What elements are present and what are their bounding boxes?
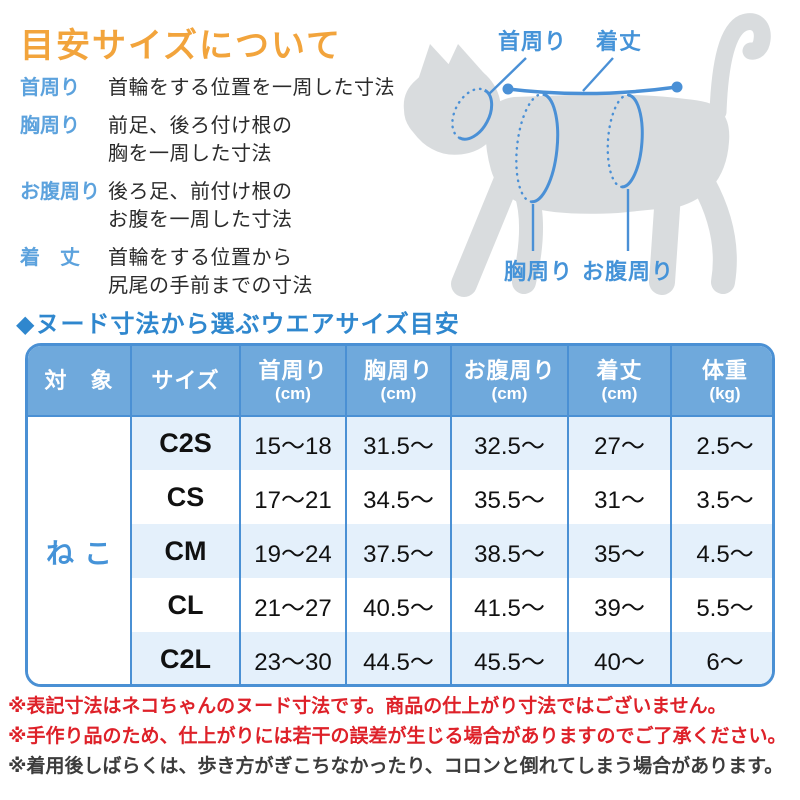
neck-girth-ellipse [451, 87, 494, 141]
col-header-target: 対 象 [28, 346, 131, 417]
belly-girth-ellipse [606, 93, 644, 189]
size-table-heading: ◆ヌード寸法から選ぶウエアサイズ目安 [16, 311, 460, 338]
col-header-size: サイズ [130, 346, 240, 417]
cat-measurement-diagram: 首周り 着丈 胸周り お腹周り [400, 0, 800, 300]
value-cell: 3.5〜 [670, 470, 772, 524]
value-cell: 40〜 [567, 632, 671, 684]
size-cell: CS [130, 470, 240, 524]
value-cell: 27〜 [567, 416, 671, 470]
definition-description: 首輪をする位置から 尻尾の手前までの寸法 [108, 247, 313, 297]
note-line: ※着用後しばらくは、歩き方がぎこちなかったり、コロンと倒れてしまう場合があります… [8, 756, 784, 777]
col-header-chest: 胸周り (cm) [345, 346, 451, 417]
size-cell: C2L [130, 632, 240, 684]
table-row: CL 21〜27 40.5〜 41.5〜 39〜 5.5〜 [28, 578, 772, 632]
figure-label-neck: 首周り [498, 29, 568, 54]
value-cell: 34.5〜 [345, 470, 451, 524]
value-cell: 17〜21 [239, 470, 346, 524]
value-cell: 5.5〜 [670, 578, 772, 632]
value-cell: 40.5〜 [345, 578, 451, 632]
table-row: ねこ C2S 15〜18 31.5〜 32.5〜 27〜 2.5〜 [28, 416, 772, 684]
figure-label-length: 着丈 [596, 29, 643, 54]
size-table: 対 象 サイズ 首周り (cm) 胸周り (cm) お腹周り (cm) [28, 346, 772, 684]
value-cell: 15〜18 [239, 416, 346, 470]
size-table-body: ねこ C2S 15〜18 31.5〜 32.5〜 27〜 2.5〜 CS 17〜21 34.5〜 3… [28, 416, 772, 684]
value-cell: 37.5〜 [345, 524, 451, 578]
value-cell: 31〜 [567, 470, 671, 524]
definition-neck: 首周り 首輪をする位置を一周した寸法 [20, 74, 410, 102]
back-length-line [507, 85, 678, 96]
definition-description: 首輪をする位置を一周した寸法 [108, 77, 395, 99]
size-cell: CM [130, 524, 240, 578]
cat-silhouette-icon [403, 13, 771, 297]
value-cell: 23〜30 [239, 632, 346, 684]
table-row: CM 19〜24 37.5〜 38.5〜 35〜 4.5〜 [28, 524, 772, 578]
value-cell: 21〜27 [239, 578, 346, 632]
value-cell: 45.5〜 [450, 632, 568, 684]
figure-label-chest: 胸周り [504, 259, 574, 284]
definition-label: 胸周り [20, 115, 80, 137]
size-table-wrapper: 対 象 サイズ 首周り (cm) 胸周り (cm) お腹周り (cm) [25, 343, 775, 687]
definition-label: 首周り [20, 77, 80, 99]
col-header-neck: 首周り (cm) [239, 346, 346, 417]
target-cell: ねこ [28, 416, 131, 684]
chest-girth-ellipse [515, 92, 560, 204]
footer-notes: ※表記寸法はネコちゃんのヌード寸法です。商品の仕上がり寸法ではございません。 ※… [8, 692, 798, 782]
definition-label: お腹周り [20, 181, 100, 203]
definition-description: 後ろ足、前付け根の お腹を一周した寸法 [108, 181, 293, 231]
value-cell: 32.5〜 [450, 416, 568, 470]
figure-label-belly: お腹周り [582, 259, 675, 284]
value-cell: 41.5〜 [450, 578, 568, 632]
col-header-length: 着丈 (cm) [567, 346, 671, 417]
definition-description: 前足、後ろ付け根の 胸を一周した寸法 [108, 115, 293, 165]
size-table-header: 対 象 サイズ 首周り (cm) 胸周り (cm) お腹周り (cm) [28, 346, 772, 417]
value-cell: 19〜24 [239, 524, 346, 578]
size-cell: CL [130, 578, 240, 632]
value-cell: 35〜 [567, 524, 671, 578]
definition-chest: 胸周り 前足、後ろ付け根の 胸を一周した寸法 [20, 112, 410, 168]
value-cell: 35.5〜 [450, 470, 568, 524]
note-line: ※表記寸法はネコちゃんのヌード寸法です。商品の仕上がり寸法ではございません。 [8, 696, 727, 717]
value-cell: 4.5〜 [670, 524, 772, 578]
definition-label: 着 丈 [20, 247, 80, 269]
value-cell: 2.5〜 [670, 416, 772, 470]
definition-belly: お腹周り 後ろ足、前付け根の お腹を一周した寸法 [20, 178, 410, 234]
value-cell: 6〜 [670, 632, 772, 684]
measurement-definitions: 首周り 首輪をする位置を一周した寸法 胸周り 前足、後ろ付け根の 胸を一周した寸… [20, 74, 410, 310]
table-row: CS 17〜21 34.5〜 35.5〜 31〜 3.5〜 [28, 470, 772, 524]
value-cell: 44.5〜 [345, 632, 451, 684]
table-row: C2L 23〜30 44.5〜 45.5〜 40〜 6〜 [28, 632, 772, 684]
size-cell: C2S [130, 416, 240, 470]
col-header-weight: 体重 (kg) [670, 346, 772, 417]
page-title: 目安サイズについて [20, 27, 342, 65]
value-cell: 38.5〜 [450, 524, 568, 578]
col-header-belly: お腹周り (cm) [450, 346, 568, 417]
value-cell: 31.5〜 [345, 416, 451, 470]
note-line: ※手作り品のため、仕上がりには若干の誤差が生じる場合がありますのでご了承ください… [8, 726, 787, 747]
definition-length: 着 丈 首輪をする位置から 尻尾の手前までの寸法 [20, 244, 410, 300]
value-cell: 39〜 [567, 578, 671, 632]
